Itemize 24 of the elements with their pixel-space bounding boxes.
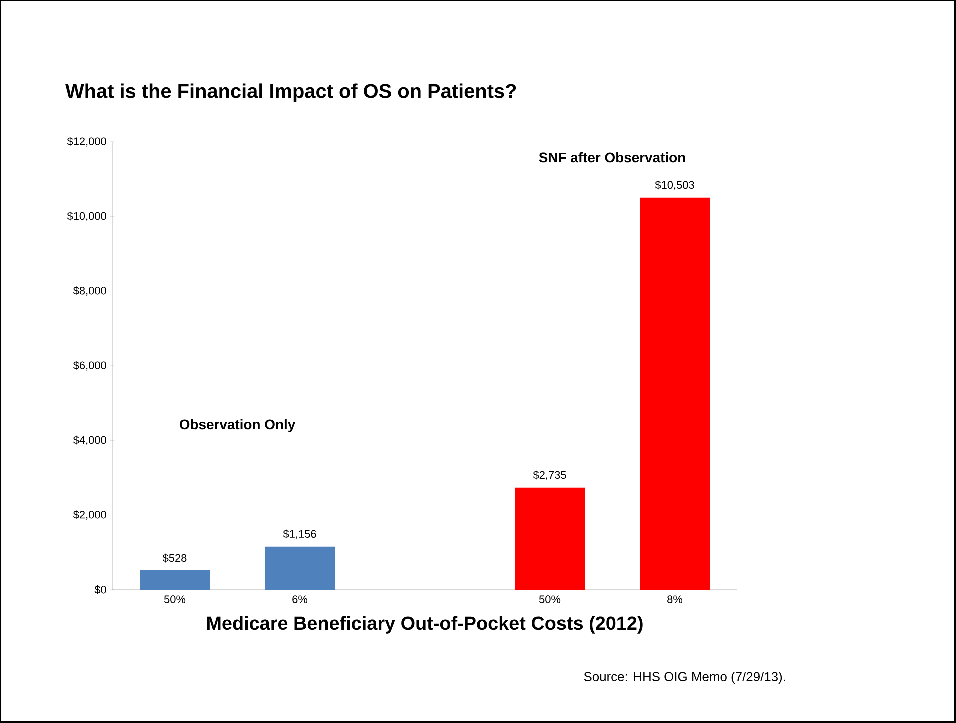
x-tick-label: 6% xyxy=(292,596,308,604)
x-tick-label: 50% xyxy=(164,596,186,604)
bar xyxy=(515,488,586,590)
x-axis-title: Medicare Beneficiary Out-of-Pocket Costs (2012) xyxy=(207,616,643,634)
y-tick-label: $2,000 xyxy=(73,510,106,520)
y-tick-label: $4,000 xyxy=(73,436,106,446)
bar xyxy=(265,546,336,590)
x-tick-label: 8% xyxy=(668,596,683,604)
bar xyxy=(140,570,210,590)
y-tick-label: $10,000 xyxy=(67,212,106,222)
chart-title: What is the Financial Impact of OS on Patients? xyxy=(66,84,516,102)
annotation: Observation Only xyxy=(180,419,296,432)
data-label: $10,503 xyxy=(655,180,694,190)
y-tick-label: $8,000 xyxy=(73,286,106,296)
annotation: SNF after Observation xyxy=(539,152,686,163)
y-tick-label: $12,000 xyxy=(67,137,106,147)
data-label: $1,156 xyxy=(283,530,316,540)
y-tick-label: $6,000 xyxy=(73,361,106,371)
data-label: $2,735 xyxy=(533,470,566,480)
x-tick-label: 50% xyxy=(539,596,561,604)
data-label: $528 xyxy=(162,554,187,563)
y-tick-label: $0 xyxy=(94,586,106,594)
source-note: Source: HHS OIG Memo (7/29/13). xyxy=(584,672,786,684)
bar xyxy=(640,198,710,590)
